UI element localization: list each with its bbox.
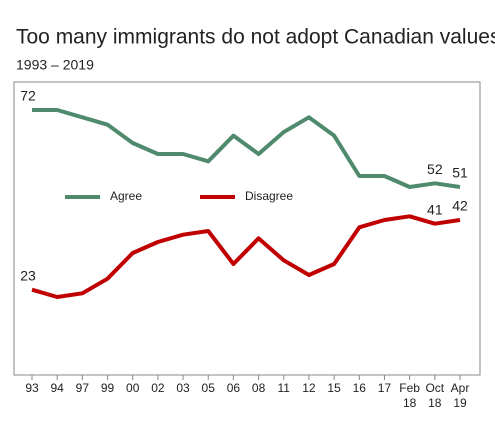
x-tick-label: 17: [377, 381, 392, 395]
data-label: 42: [452, 198, 468, 214]
x-tick-label: 93: [25, 381, 39, 395]
data-label: 51: [452, 165, 468, 181]
x-tick-label: 00: [126, 381, 140, 395]
x-tick-label: 12: [302, 381, 316, 395]
chart-subtitle: 1993 – 2019: [16, 57, 94, 73]
x-tick-label: 06: [226, 381, 241, 395]
x-tick-label: Apr 19: [450, 381, 470, 410]
x-tick-label: 15: [327, 381, 341, 395]
x-tick-label: 02: [151, 381, 165, 395]
x-tick-label: 08: [251, 381, 266, 395]
x-tick-label: 16: [352, 381, 366, 395]
data-label: 41: [427, 201, 443, 217]
legend-label: Disagree: [245, 189, 293, 203]
frame: [13, 81, 481, 376]
x-tick-label: Oct 18: [425, 381, 445, 410]
data-label: 52: [427, 161, 443, 177]
legend-label: Agree: [110, 189, 142, 203]
line: [32, 108, 461, 189]
x-tick-label: 99: [100, 381, 115, 395]
x-tick-label: 11: [277, 381, 290, 395]
chart-title: Too many immigrants do not adopt Canadia…: [16, 26, 495, 49]
x-tick-label: 03: [176, 381, 190, 395]
line: [31, 214, 461, 299]
x-tick-label: Feb 18: [399, 381, 420, 410]
data-label: 23: [20, 267, 36, 283]
x-tick-label: 94: [50, 381, 64, 395]
data-label: 72: [20, 88, 36, 104]
x-tick-label: 05: [201, 381, 215, 395]
x-tick-label: 97: [75, 381, 90, 395]
